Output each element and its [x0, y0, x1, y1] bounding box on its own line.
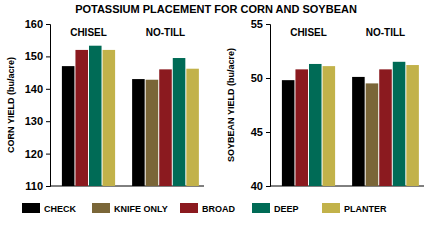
legend-item: KNIFE ONLY [92, 203, 168, 214]
bar: PLANTER [323, 66, 336, 186]
legend-swatch [252, 203, 270, 213]
legend-label: DEEP [274, 204, 299, 214]
panel: 40455055SOYBEAN YIELD (bu/acre)CHECKBROA… [226, 18, 424, 192]
y-tick-label: 40 [251, 180, 263, 192]
y-tick: 45 [251, 126, 270, 138]
y-tick: 130 [25, 115, 50, 127]
bars: CHECKBROADDEEPPLANTERCHECKKNIFE ONLYBROA… [62, 46, 199, 186]
y-tick-label: 130 [25, 115, 43, 127]
y-tick: 40 [251, 180, 270, 192]
y-tick-mark [46, 89, 50, 90]
bar: CHECK [62, 66, 75, 186]
category-label: NO-TILL [366, 27, 405, 38]
y-axis-title: SOYBEAN YIELD (bu/acre) [226, 48, 236, 162]
legend: CHECK KNIFE ONLY BROAD DEEP PLANTER [22, 203, 387, 214]
bar: KNIFE ONLY [366, 83, 379, 186]
legend-swatch [180, 203, 198, 213]
y-tick: 55 [251, 18, 270, 30]
bar: DEEP [309, 64, 322, 186]
legend-label: PLANTER [344, 204, 387, 214]
bar: CHECK [352, 77, 365, 186]
y-axis: 110 120 130 140 150 160 [25, 18, 51, 192]
legend-swatch [92, 203, 110, 213]
y-tick-mark [46, 56, 50, 57]
bar: CHECK [282, 80, 295, 186]
y-tick-label: 160 [25, 18, 43, 30]
bar: PLANTER [406, 65, 419, 186]
bar: PLANTER [103, 50, 116, 186]
y-tick-label: 55 [251, 18, 263, 30]
bar: BROAD [295, 69, 308, 186]
y-tick: 120 [25, 148, 50, 160]
y-tick: 110 [25, 180, 50, 192]
panel: 110 120 130 140 150 160 CORN YIELD (bu/acre) CH… [6, 18, 204, 192]
bar: CHECK [132, 79, 145, 186]
bar: PLANTER [186, 69, 199, 186]
y-tick-label: 140 [25, 83, 43, 95]
category-label: CHISEL [70, 27, 107, 38]
y-axis-line [46, 25, 51, 187]
legend-swatch [22, 203, 40, 213]
bar: BROAD [75, 50, 88, 186]
bars: CHECKBROADDEEPPLANTERCHECKKNIFE ONLYBROA… [282, 62, 419, 186]
category-label: CHISEL [290, 27, 327, 38]
y-axis-line [266, 25, 271, 187]
bar: DEEP [89, 46, 102, 186]
y-tick-label: 50 [251, 72, 263, 84]
y-tick: 50 [251, 72, 270, 84]
bar: DEEP [393, 62, 406, 186]
y-tick-mark [46, 186, 50, 187]
legend-label: BROAD [202, 204, 235, 214]
y-tick-label: 150 [25, 50, 43, 62]
legend-item: CHECK [22, 203, 77, 214]
bar: BROAD [159, 69, 172, 186]
y-tick-mark [266, 24, 270, 25]
chart: POTASSIUM PLACEMENT FOR CORN AND SOYBEAN… [0, 0, 432, 228]
legend-label: CHECK [44, 204, 77, 214]
y-tick-label: 120 [25, 148, 43, 160]
title: POTASSIUM PLACEMENT FOR CORN AND SOYBEAN [75, 3, 357, 15]
y-tick-mark [266, 132, 270, 133]
y-tick: 140 [25, 83, 50, 95]
legend-item: BROAD [180, 203, 235, 214]
bar: BROAD [379, 69, 392, 186]
y-tick-label: 110 [25, 180, 43, 192]
category-label: NO-TILL [146, 27, 185, 38]
bar: DEEP [173, 58, 186, 186]
y-tick: 160 [25, 18, 50, 30]
y-tick-mark [46, 154, 50, 155]
legend-swatch [322, 203, 340, 213]
y-tick-label: 45 [251, 126, 263, 138]
y-axis-title: CORN YIELD (bu/acre) [6, 57, 16, 153]
legend-label: KNIFE ONLY [114, 204, 168, 214]
y-tick-mark [46, 24, 50, 25]
y-axis: 40 45 50 55 [251, 18, 271, 192]
y-tick-mark [266, 78, 270, 79]
bar: KNIFE ONLY [146, 80, 159, 186]
y-tick: 150 [25, 50, 50, 62]
legend-item: DEEP [252, 203, 299, 214]
y-tick-mark [46, 121, 50, 122]
y-tick-mark [266, 186, 270, 187]
legend-item: PLANTER [322, 203, 387, 214]
